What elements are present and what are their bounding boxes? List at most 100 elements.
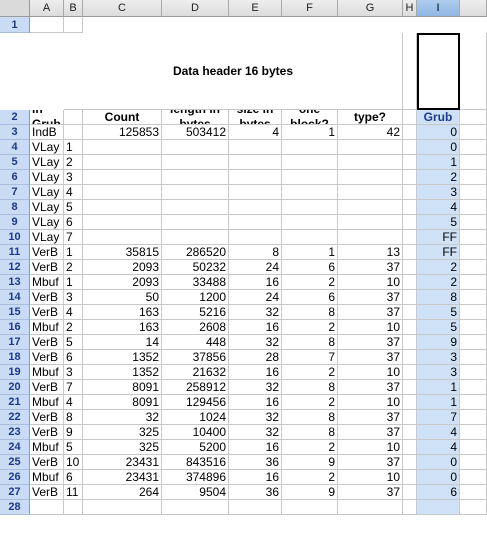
cell-c15[interactable]: 163: [83, 305, 162, 320]
cell-b23[interactable]: 9: [64, 425, 83, 440]
cell-h17[interactable]: [403, 335, 417, 350]
cell-a26[interactable]: Mbuf: [30, 470, 64, 485]
cell-a21[interactable]: Mbuf: [30, 395, 64, 410]
cell-e4[interactable]: [229, 140, 282, 155]
cell-e20[interactable]: 32: [229, 380, 282, 395]
row-header-20[interactable]: 20: [0, 380, 30, 395]
cell-g19[interactable]: 10: [338, 365, 403, 380]
cell-i14[interactable]: 8: [417, 290, 460, 305]
cell-i24[interactable]: 4: [417, 440, 460, 455]
row-header-27[interactable]: 27: [0, 485, 30, 500]
cell-f9[interactable]: [282, 215, 338, 230]
cell-f13[interactable]: 2: [282, 275, 338, 290]
cell-f23[interactable]: 8: [282, 425, 338, 440]
cell-i4[interactable]: 0: [417, 140, 460, 155]
column-header-a[interactable]: A: [30, 0, 64, 17]
cell-a16[interactable]: Mbuf: [30, 320, 64, 335]
header-e[interactable]: Block size in bytes (WORD): [229, 110, 282, 125]
cell-i27[interactable]: 6: [417, 485, 460, 500]
cell-e12[interactable]: 24: [229, 260, 282, 275]
cell-c27[interactable]: 264: [83, 485, 162, 500]
cell-e15[interactable]: 32: [229, 305, 282, 320]
cell-g22[interactable]: 37: [338, 410, 403, 425]
column-header-b[interactable]: B: [64, 0, 83, 17]
cell-a1[interactable]: [30, 17, 64, 33]
cell-h21[interactable]: [403, 395, 417, 410]
cell-b17[interactable]: 5: [64, 335, 83, 350]
cell-b22[interactable]: 8: [64, 410, 83, 425]
row-header-13[interactable]: 13: [0, 275, 30, 290]
cell-c3[interactable]: 125853: [83, 125, 162, 140]
cell-d22[interactable]: 1024: [162, 410, 229, 425]
cell-c18[interactable]: 1352: [83, 350, 162, 365]
cell-g15[interactable]: 37: [338, 305, 403, 320]
header-i[interactable]: Id in Grub Index: [417, 110, 460, 125]
cell-i9[interactable]: 5: [417, 215, 460, 230]
cell-d10[interactable]: [162, 230, 229, 245]
cell-e25[interactable]: 36: [229, 455, 282, 470]
cell-h1[interactable]: [403, 33, 417, 110]
cell-h4[interactable]: [403, 140, 417, 155]
cell-c7[interactable]: [83, 185, 162, 200]
cell-g26[interactable]: 10: [338, 470, 403, 485]
row-header-18[interactable]: 18: [0, 350, 30, 365]
row-header-12[interactable]: 12: [0, 260, 30, 275]
cell-a8[interactable]: VLay: [30, 200, 64, 215]
cell-a9[interactable]: VLay: [30, 215, 64, 230]
row-header-26[interactable]: 26: [0, 470, 30, 485]
cell-b18[interactable]: 6: [64, 350, 83, 365]
cell-e3[interactable]: 4: [229, 125, 282, 140]
cell-h12[interactable]: [403, 260, 417, 275]
cell-a7[interactable]: VLay: [30, 185, 64, 200]
cell-f10[interactable]: [282, 230, 338, 245]
column-header-e[interactable]: E: [229, 0, 282, 17]
cell-e9[interactable]: [229, 215, 282, 230]
row-header-11[interactable]: 11: [0, 245, 30, 260]
row-header-22[interactable]: 22: [0, 410, 30, 425]
cell-g11[interactable]: 13: [338, 245, 403, 260]
cell-g13[interactable]: 10: [338, 275, 403, 290]
cell-h22[interactable]: [403, 410, 417, 425]
cell-h3[interactable]: [403, 125, 417, 140]
cell-e16[interactable]: 16: [229, 320, 282, 335]
cell-g27[interactable]: 37: [338, 485, 403, 500]
select-all-corner[interactable]: [0, 0, 30, 17]
cell-g24[interactable]: 10: [338, 440, 403, 455]
cell-c12[interactable]: 2093: [83, 260, 162, 275]
row-header-19[interactable]: 19: [0, 365, 30, 380]
cell-e5[interactable]: [229, 155, 282, 170]
cell-a20[interactable]: VerB: [30, 380, 64, 395]
row-header-15[interactable]: 15: [0, 305, 30, 320]
cell-f27[interactable]: 9: [282, 485, 338, 500]
row-header-10[interactable]: 10: [0, 230, 30, 245]
cell-f8[interactable]: [282, 200, 338, 215]
cell-e28[interactable]: [229, 500, 282, 515]
cell-g28[interactable]: [338, 500, 403, 515]
row-header-5[interactable]: 5: [0, 155, 30, 170]
cell-d5[interactable]: [162, 155, 229, 170]
cell-a28[interactable]: [30, 500, 64, 515]
cell-i15[interactable]: 5: [417, 305, 460, 320]
cell-b1[interactable]: [64, 17, 83, 33]
cell-e8[interactable]: [229, 200, 282, 215]
cell-c6[interactable]: [83, 170, 162, 185]
column-header-g[interactable]: G: [338, 0, 403, 17]
cell-b11[interactable]: 1: [64, 245, 83, 260]
row-header-2[interactable]: 2: [0, 110, 30, 125]
cell-g10[interactable]: [338, 230, 403, 245]
cell-d7[interactable]: [162, 185, 229, 200]
cell-h26[interactable]: [403, 470, 417, 485]
row-header-8[interactable]: 8: [0, 200, 30, 215]
cell-i16[interactable]: 5: [417, 320, 460, 335]
cell-b10[interactable]: 7: [64, 230, 83, 245]
cell-i20[interactable]: 1: [417, 380, 460, 395]
cell-c17[interactable]: 14: [83, 335, 162, 350]
cell-b14[interactable]: 3: [64, 290, 83, 305]
cell-i23[interactable]: 4: [417, 425, 460, 440]
cell-a3[interactable]: IndB: [30, 125, 64, 140]
cell-a14[interactable]: VerB: [30, 290, 64, 305]
cell-b25[interactable]: 10: [64, 455, 83, 470]
cell-i21[interactable]: 1: [417, 395, 460, 410]
cell-d23[interactable]: 10400: [162, 425, 229, 440]
cell-a12[interactable]: VerB: [30, 260, 64, 275]
